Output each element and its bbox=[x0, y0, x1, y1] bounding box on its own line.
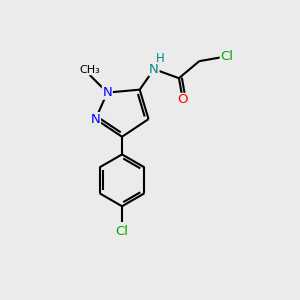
Text: H: H bbox=[156, 52, 164, 65]
Text: N: N bbox=[102, 86, 112, 99]
Text: Cl: Cl bbox=[116, 225, 128, 238]
Text: N: N bbox=[149, 63, 159, 76]
Text: O: O bbox=[178, 93, 188, 106]
Text: Cl: Cl bbox=[220, 50, 233, 63]
Text: N: N bbox=[91, 112, 100, 126]
Text: CH₃: CH₃ bbox=[79, 64, 100, 75]
